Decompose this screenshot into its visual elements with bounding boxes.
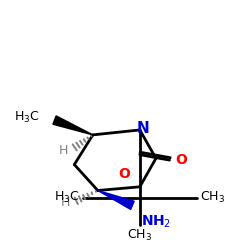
Text: H$_3$C: H$_3$C — [14, 110, 40, 125]
Text: CH$_3$: CH$_3$ — [200, 190, 226, 206]
Text: H: H — [60, 196, 70, 209]
Polygon shape — [98, 190, 134, 210]
Text: H$_3$C: H$_3$C — [54, 190, 79, 206]
Text: N: N — [136, 121, 149, 136]
Text: CH$_3$: CH$_3$ — [127, 228, 152, 243]
Text: O: O — [175, 152, 187, 166]
Text: NH$_2$: NH$_2$ — [141, 213, 171, 230]
Polygon shape — [53, 116, 93, 135]
Text: H: H — [59, 144, 69, 157]
Text: O: O — [118, 168, 130, 181]
